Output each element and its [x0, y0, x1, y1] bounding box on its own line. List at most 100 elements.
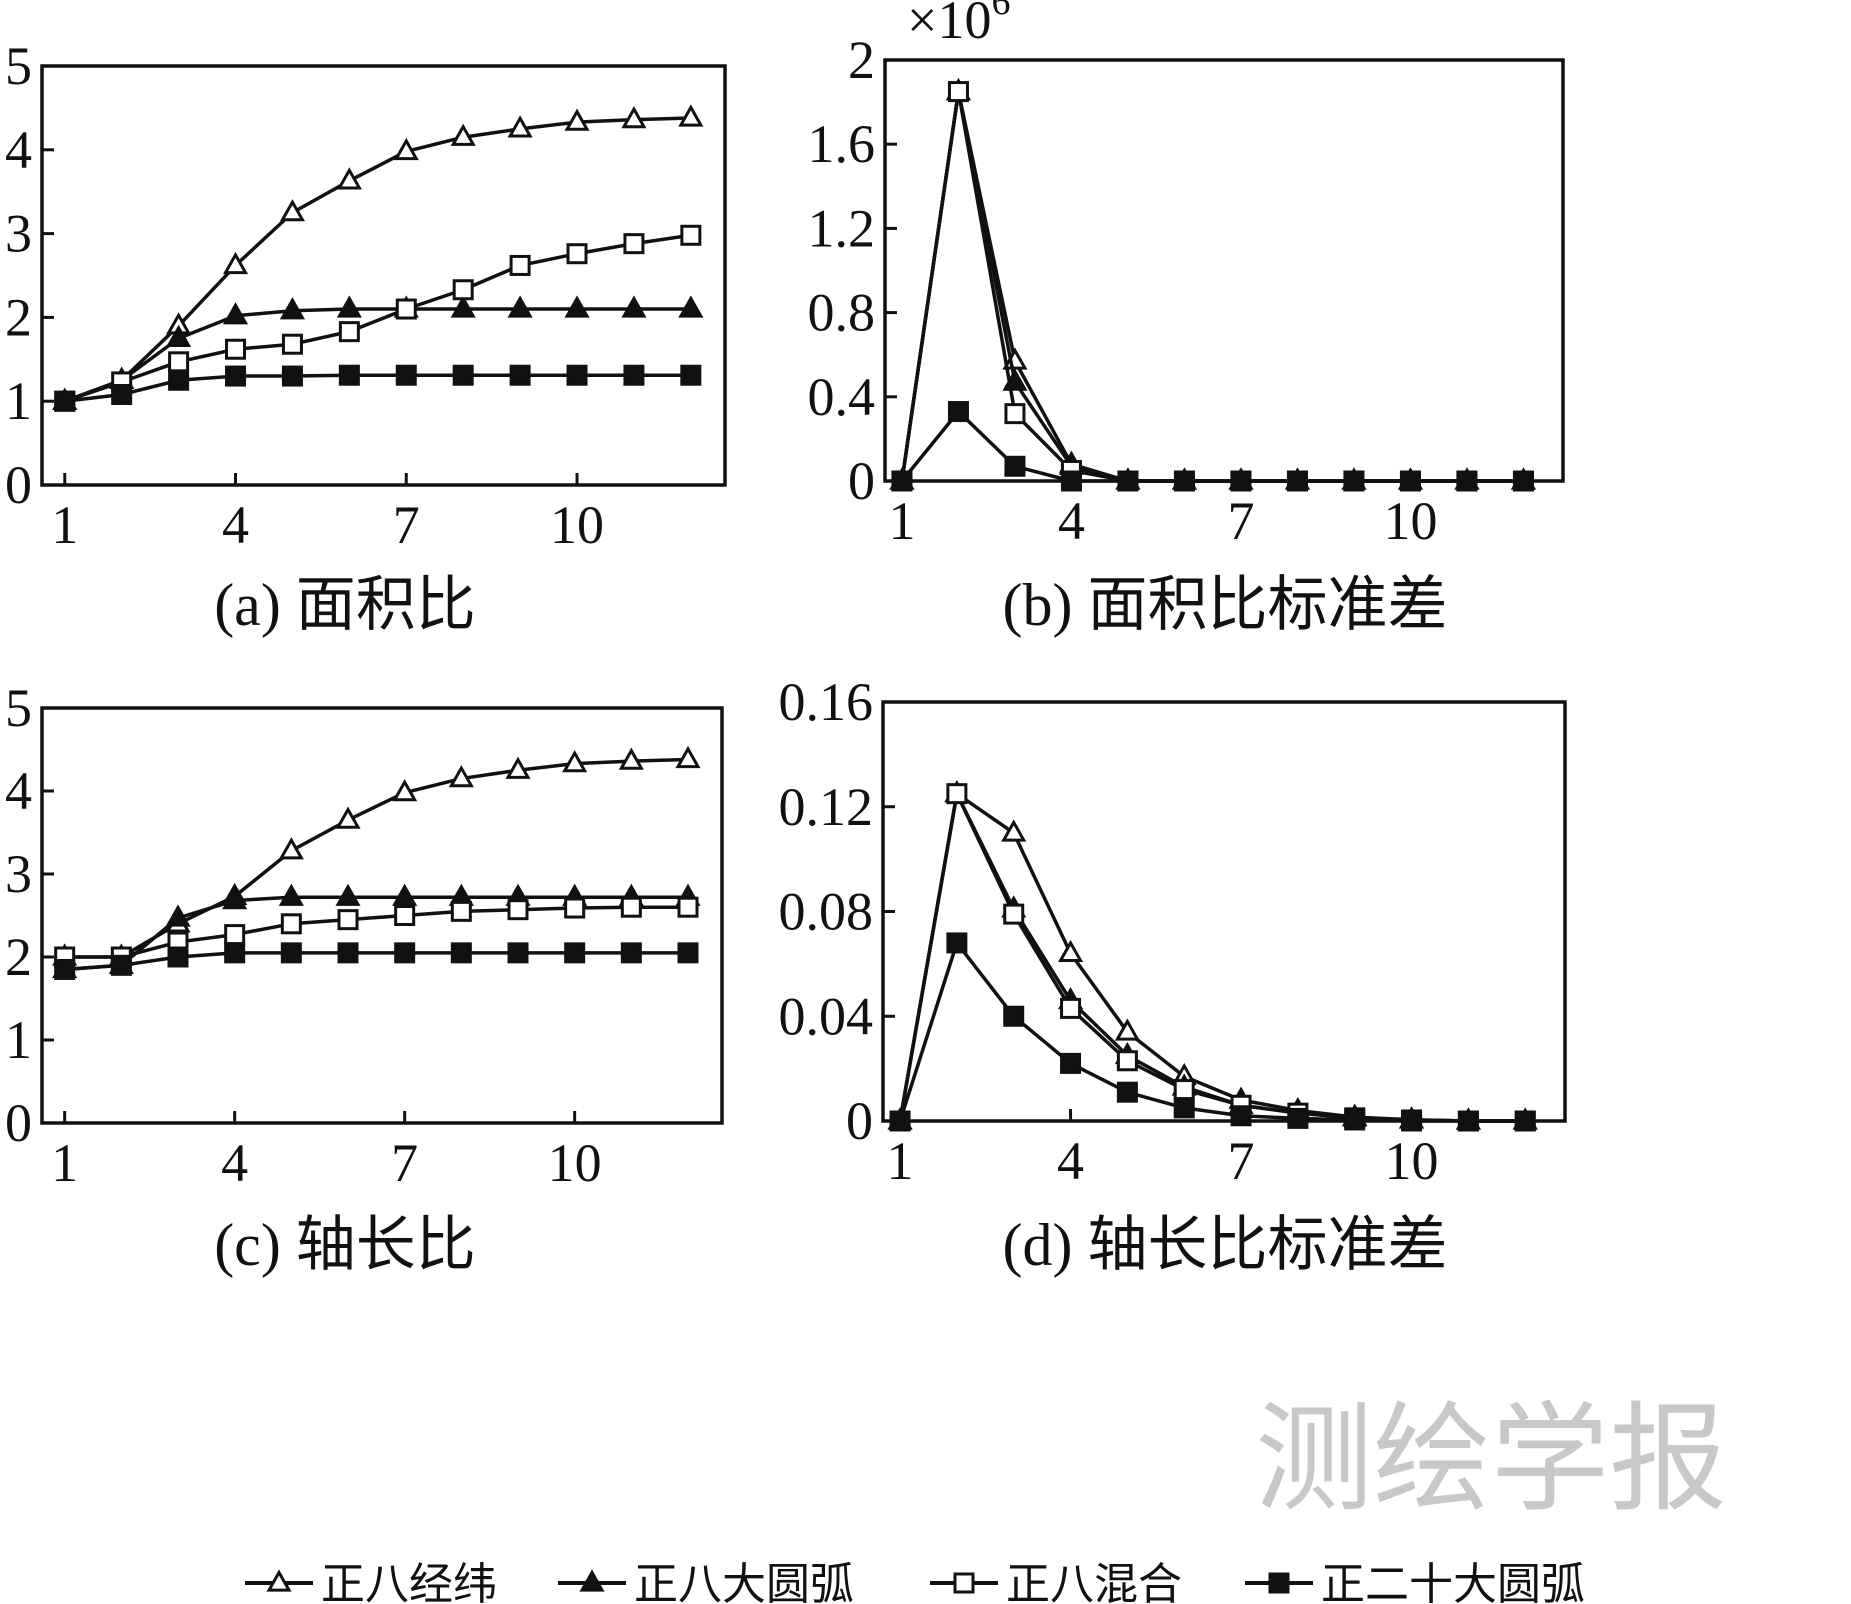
- data-point: [1004, 455, 1026, 477]
- y-tick-label: 0.8: [808, 283, 876, 343]
- data-point: [1512, 470, 1534, 492]
- data-point: [225, 338, 247, 360]
- series-line: [64, 905, 688, 959]
- x-tick-label: 10: [548, 1133, 602, 1193]
- data-point: [394, 905, 416, 926]
- data-point: [450, 295, 476, 318]
- data-point: [564, 295, 590, 318]
- data-point: [1060, 997, 1082, 1019]
- data-point: [946, 932, 968, 954]
- data-point: [450, 942, 472, 964]
- data-point: [509, 254, 531, 276]
- data-point: [452, 279, 474, 301]
- series-4: [54, 364, 702, 412]
- data-point: [1514, 1110, 1536, 1132]
- legend-label: 正八经纬: [321, 1559, 497, 1604]
- legend-label: 正八混合: [1006, 1559, 1182, 1604]
- y-tick-label: 1: [5, 371, 32, 431]
- data-point: [1003, 903, 1025, 925]
- data-point: [54, 958, 76, 980]
- data-point: [620, 896, 642, 918]
- legend-item: 正八混合: [930, 1559, 1182, 1604]
- data-point: [1457, 1110, 1479, 1132]
- x-tick-label: 10: [1385, 1131, 1439, 1191]
- data-point: [1230, 470, 1252, 492]
- data-point: [224, 924, 246, 946]
- plot-frame: [40, 706, 724, 1125]
- data-point: [1399, 470, 1421, 492]
- data-point: [394, 942, 416, 964]
- series-2: [887, 780, 1538, 1130]
- data-point: [335, 883, 361, 906]
- series-line: [900, 89, 1524, 483]
- y-tick-label: 3: [5, 844, 32, 904]
- x-tick-label: 4: [1058, 491, 1085, 551]
- legend-item: 正八大圆弧: [558, 1559, 854, 1604]
- chart-panel-2: 0 0.4 0.8 1.2 1.6 2 1 4 7 10 ×106 (b) 面积比标准差: [808, 0, 1565, 638]
- data-point: [392, 779, 418, 802]
- data-point: [1001, 819, 1027, 842]
- data-point: [947, 401, 969, 423]
- data-point: [222, 302, 249, 325]
- data-point: [280, 942, 302, 964]
- y-tick-label: 5: [5, 678, 32, 738]
- data-point: [222, 251, 249, 275]
- data-point: [1230, 1105, 1252, 1127]
- y-tick-label: 2: [848, 30, 875, 90]
- series-line: [898, 791, 1526, 1123]
- data-point: [278, 837, 304, 860]
- data-point: [1060, 1052, 1082, 1074]
- y-tick-label: 0: [848, 451, 875, 511]
- y-tick-label: 1.6: [808, 114, 876, 174]
- y-tick-label: 0.16: [779, 672, 874, 732]
- x-tick-label: 4: [1057, 1131, 1084, 1191]
- series-4: [54, 942, 699, 980]
- data-point: [1173, 1097, 1195, 1119]
- x-tick-label: 1: [887, 1131, 914, 1191]
- panel-caption: (d) 轴长比标准差: [1003, 1212, 1448, 1278]
- series-line: [64, 951, 688, 972]
- data-point: [1286, 470, 1308, 492]
- y-tick-label: 1: [5, 1010, 32, 1070]
- data-point: [1287, 1107, 1309, 1129]
- legend-marker: [579, 1569, 605, 1592]
- data-point: [338, 364, 360, 386]
- legend: 正八经纬 正八大圆弧 正八混合 正二十大圆弧: [245, 1559, 1585, 1604]
- legend-item: 正八经纬: [245, 1559, 497, 1604]
- x-tick-label: 4: [221, 1133, 248, 1193]
- series-3: [54, 896, 699, 968]
- data-point: [336, 167, 362, 190]
- data-point: [1060, 470, 1082, 492]
- data-point: [623, 364, 645, 386]
- series-line: [64, 757, 689, 959]
- data-point: [1004, 403, 1026, 425]
- data-point: [225, 365, 247, 387]
- data-point: [111, 383, 133, 405]
- y-tick-label: 0: [5, 455, 32, 515]
- y-tick-label: 0.08: [779, 882, 874, 942]
- data-point: [1057, 939, 1084, 963]
- series-line: [64, 307, 691, 403]
- data-point: [621, 106, 647, 129]
- data-point: [509, 364, 531, 386]
- series-line: [898, 791, 1526, 1123]
- y-tick-label: 1.2: [808, 198, 876, 258]
- x-tick-label: 7: [1227, 491, 1254, 551]
- data-point: [680, 364, 702, 386]
- y-multiplier: ×106: [907, 0, 1010, 50]
- series-4: [889, 932, 1536, 1132]
- x-tick-label: 1: [888, 491, 915, 551]
- data-point: [677, 942, 699, 964]
- x-tick-label: 7: [1228, 1131, 1255, 1191]
- data-point: [393, 137, 419, 161]
- data-point: [1456, 470, 1478, 492]
- series-line: [900, 409, 1524, 483]
- data-point: [450, 900, 472, 922]
- series-3: [889, 783, 1536, 1132]
- series-1: [52, 745, 701, 966]
- data-point: [452, 364, 474, 386]
- data-point: [623, 233, 645, 255]
- y-tick-label: 4: [5, 761, 32, 821]
- data-point: [505, 756, 531, 779]
- data-point: [1114, 1018, 1140, 1041]
